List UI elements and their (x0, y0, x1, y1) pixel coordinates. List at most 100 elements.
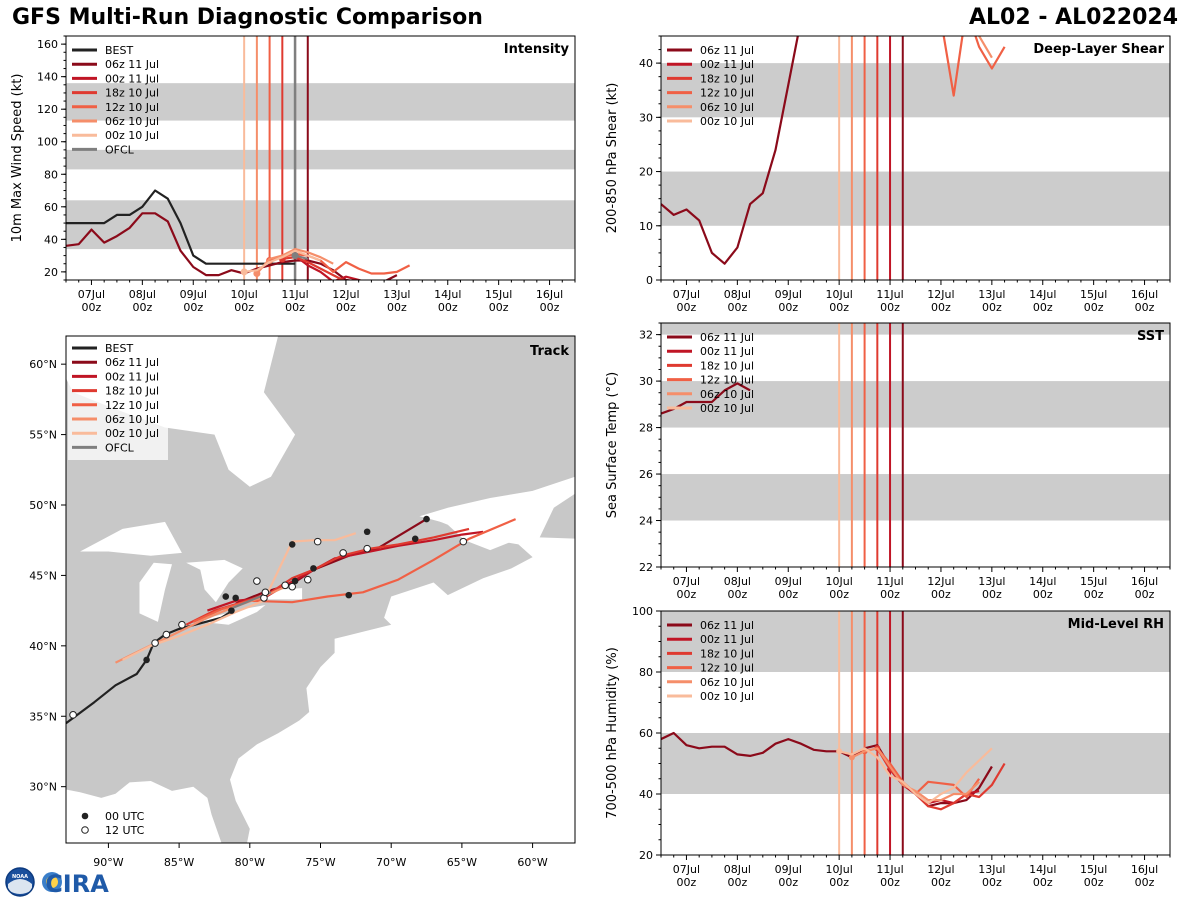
shear-xtick-label: 11Jul (876, 288, 903, 301)
intensity-legend-label: 00z 11 Jul (105, 72, 159, 85)
sst-legend-label: 00z 10 Jul (700, 402, 754, 415)
intensity-init-marker (253, 269, 261, 277)
rh-legend-label: 18z 10 Jul (700, 647, 754, 660)
shear-xtick-label: 15Jul (1080, 288, 1107, 301)
shear-xtick-label: 00z (1033, 301, 1053, 314)
shear-ytick-label: 10 (639, 220, 653, 233)
track-xtick-label: 65°W (447, 856, 477, 869)
intensity-xtick-label: 00z (387, 301, 407, 314)
shear-xtick-label: 09Jul (775, 288, 802, 301)
lake-huron (186, 559, 243, 603)
sst-legend-label: 06z 11 Jul (700, 331, 754, 344)
intensity-ytick-label: 100 (37, 136, 58, 149)
page-title: GFS Multi-Run Diagnostic Comparison (12, 5, 483, 30)
shear-xtick-label: 07Jul (673, 288, 700, 301)
track-point-12utc (261, 588, 270, 597)
rh-xtick-label: 00z (677, 876, 697, 889)
land-north-america (66, 336, 575, 843)
track-legend-label: 00z 10 Jul (105, 427, 159, 440)
rh-legend-label: 12z 10 Jul (700, 662, 754, 675)
sst-xtick-label: 00z (1084, 588, 1104, 601)
sst-xtick-label: 14Jul (1029, 575, 1056, 588)
rh-xtick-label: 13Jul (978, 863, 1005, 876)
intensity-legend-label: 00z 10 Jul (105, 129, 159, 142)
rh-ylabel: 700-500 hPa Humidity (%) (605, 647, 620, 819)
track-point-00utc (411, 535, 419, 543)
shear-series-line (977, 36, 993, 59)
rh-shade-band (661, 611, 1170, 672)
intensity-legend-label: OFCL (105, 143, 135, 156)
track-ytick-label: 45°N (29, 569, 57, 582)
sst-ytick-label: 28 (639, 422, 653, 435)
track-point-00utc (291, 577, 299, 585)
sst-xtick-label: 00z (778, 588, 798, 601)
shear-legend-label: 12z 10 Jul (700, 87, 754, 100)
track-ytick-label: 35°N (29, 710, 57, 723)
track-point-00utc (363, 528, 371, 536)
intensity-series-line (256, 248, 334, 275)
rh-xtick-label: 00z (1135, 876, 1155, 889)
sst-ytick-label: 26 (639, 468, 653, 481)
land-newfoundland (539, 493, 575, 539)
intensity-ytick-label: 140 (37, 71, 58, 84)
intensity-xtick-label: 15Jul (485, 288, 512, 301)
intensity-xtick-label: 00z (438, 301, 458, 314)
lake-superior (80, 521, 182, 556)
rh-ytick-label: 20 (639, 849, 653, 862)
intensity-plot-area (66, 36, 575, 280)
track-point-12utc (69, 711, 77, 719)
sst-xtick-label: 00z (1033, 588, 1053, 601)
marker-legend-label: 00 UTC (105, 810, 145, 823)
sst-xtick-label: 15Jul (1080, 575, 1107, 588)
panel-shear: 01020304007Jul00z08Jul00z09Jul00z10Jul00… (605, 35, 1171, 314)
panel-sst: 22242628303207Jul00z08Jul00z09Jul00z10Ju… (605, 322, 1171, 601)
intensity-ytick-label: 160 (37, 38, 58, 51)
track-point-12utc (178, 620, 186, 629)
rh-xtick-label: 09Jul (775, 863, 802, 876)
shear-legend-label: 06z 11 Jul (700, 44, 754, 57)
rh-init-marker (848, 754, 855, 761)
intensity-ytick-label: 80 (44, 168, 58, 181)
rh-plot-area (661, 611, 1170, 855)
intensity-ytick-label: 40 (44, 233, 58, 246)
track-legend-label: 06z 10 Jul (105, 413, 159, 426)
rh-xtick-label: 12Jul (927, 863, 954, 876)
sst-legend-label: 12z 10 Jul (700, 374, 754, 387)
rh-series-line (661, 731, 993, 808)
intensity-xtick-label: 00z (336, 301, 356, 314)
rh-xtick-label: 11Jul (876, 863, 903, 876)
intensity-init-marker (291, 252, 299, 260)
rh-legend-label: 06z 11 Jul (700, 619, 754, 632)
shear-xtick-label: 00z (931, 301, 951, 314)
marker-legend-12utc-icon (81, 826, 89, 834)
track-ytick-label: 55°N (29, 429, 57, 442)
intensity-shade-band (66, 149, 575, 170)
sst-xtick-label: 00z (1135, 588, 1155, 601)
track-legend-label: BEST (105, 342, 133, 355)
sst-xtick-label: 11Jul (876, 575, 903, 588)
track-xtick-label: 75°W (305, 856, 335, 869)
rh-xtick-label: 00z (982, 876, 1002, 889)
intensity-xtick-label: 00z (82, 301, 102, 314)
shear-xtick-label: 00z (1135, 301, 1155, 314)
rh-shade-band (661, 733, 1170, 794)
rh-ytick-label: 40 (639, 788, 653, 801)
track-point-12utc (313, 537, 322, 546)
intensity-xtick-label: 00z (540, 301, 560, 314)
track-marker-legend-bg (68, 806, 158, 840)
track-line (192, 518, 517, 623)
rh-xtick-label: 00z (829, 876, 849, 889)
track-ytick-label: 60°N (29, 358, 57, 371)
sst-xtick-label: 10Jul (826, 575, 853, 588)
sst-xtick-label: 00z (880, 588, 900, 601)
track-ytick-label: 50°N (29, 499, 57, 512)
track-legend-label: 18z 10 Jul (105, 385, 159, 398)
noaa-ring-text: NOAA (12, 874, 28, 880)
intensity-legend-label: BEST (105, 44, 133, 57)
track-ytick-label: 30°N (29, 781, 57, 794)
intensity-shade-band (66, 83, 575, 121)
shear-xtick-label: 10Jul (826, 288, 853, 301)
sst-legend-label: 00z 11 Jul (700, 345, 754, 358)
track-legend-label: 12z 10 Jul (105, 399, 159, 412)
track-point-00utc (222, 593, 230, 600)
